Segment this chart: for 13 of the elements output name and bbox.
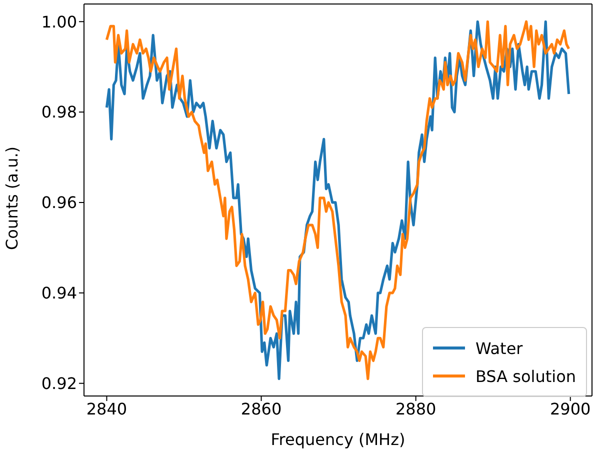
y-axis-title: Counts (a.u.): [2, 146, 22, 250]
y-tick-label: 0.98: [41, 102, 77, 122]
legend-label: Water: [475, 338, 523, 358]
x-tick-label: 2880: [395, 399, 436, 418]
x-tick-label: 2900: [550, 399, 591, 418]
x-tick-label: 2840: [86, 399, 128, 418]
legend-label: BSA solution: [475, 366, 576, 386]
x-axis-title: Frequency (MHz): [270, 430, 406, 449]
y-tick-label: 0.96: [41, 193, 77, 212]
y-tick-label: 0.94: [41, 284, 77, 303]
y-tick-label: 0.92: [41, 374, 77, 394]
x-tick-label: 2860: [240, 399, 282, 418]
y-tick-label: 1.00: [41, 12, 77, 32]
